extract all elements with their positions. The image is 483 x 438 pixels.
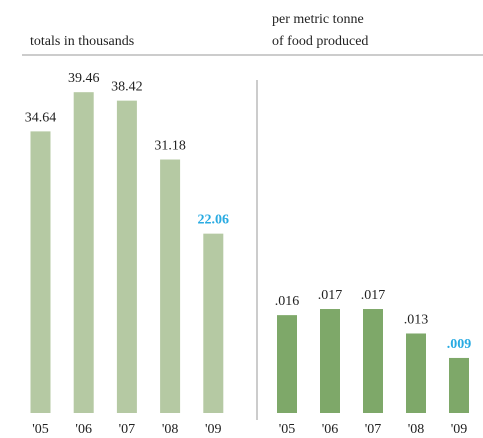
value-label: 22.06 [198,213,230,228]
chart-title: totals in thousands [30,34,134,49]
x-tick-label: '07 [119,422,136,437]
bar [160,159,181,413]
bar [73,92,94,414]
bar [116,100,137,414]
value-label: .016 [275,294,300,309]
x-tick-label: '06 [322,422,339,437]
bar [320,309,340,413]
value-label: .009 [447,337,472,352]
x-tick-label: '09 [451,422,468,437]
x-tick-label: '07 [365,422,382,437]
bar [203,233,224,413]
bar [277,315,297,413]
x-tick-label: '08 [162,422,179,437]
bar [406,333,426,413]
value-label: .017 [318,288,343,303]
x-tick-label: '06 [75,422,92,437]
chart-title: of food produced [272,34,368,49]
value-label: 38.42 [111,80,143,95]
value-label: .013 [404,312,429,327]
value-label: 39.46 [68,71,100,86]
bar [449,357,469,413]
x-tick-label: '05 [32,422,49,437]
value-label: 34.64 [25,110,57,125]
x-tick-label: '08 [408,422,425,437]
x-tick-label: '09 [205,422,222,437]
bar [363,309,383,413]
bar [30,131,51,413]
chart-title: per metric tonne [272,12,364,27]
x-tick-label: '05 [279,422,296,437]
value-label: 31.18 [154,139,186,154]
value-label: .017 [361,288,386,303]
